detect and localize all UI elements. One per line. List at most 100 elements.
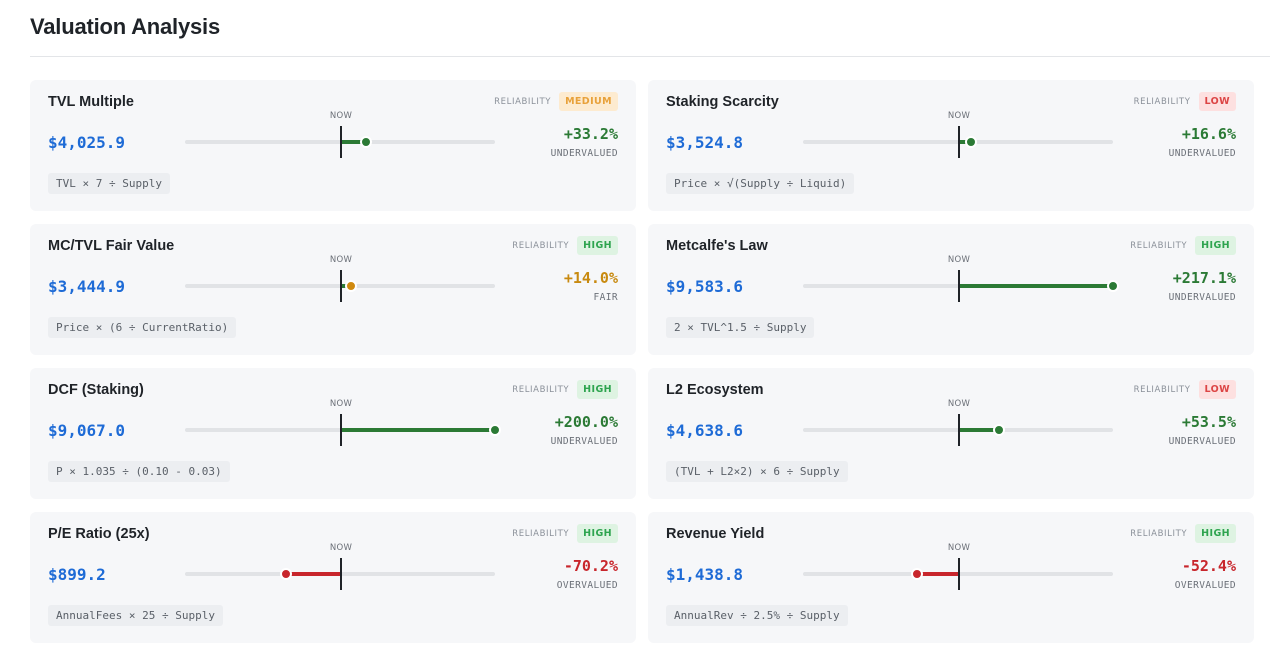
card-title: DCF (Staking) bbox=[48, 382, 144, 398]
card-title: Revenue Yield bbox=[666, 526, 765, 542]
reliability-indicator: RELIABILITY MEDIUM bbox=[494, 92, 618, 111]
change-percent: +53.5% bbox=[1181, 413, 1236, 431]
change-percent: +217.1% bbox=[1172, 269, 1236, 287]
now-label: NOW bbox=[947, 111, 971, 121]
fair-value-price: $9,583.6 bbox=[666, 277, 744, 296]
now-marker bbox=[958, 126, 960, 158]
fair-value-price: $1,438.8 bbox=[666, 565, 744, 584]
reliability-indicator: RELIABILITY HIGH bbox=[1130, 524, 1236, 543]
valuation-card: DCF (Staking) RELIABILITY HIGH $9,067.0 … bbox=[30, 368, 636, 499]
valuation-bar-fill bbox=[958, 140, 971, 144]
change-percent: +16.6% bbox=[1181, 125, 1236, 143]
valuation-card: Staking Scarcity RELIABILITY LOW $3,524.… bbox=[648, 80, 1254, 211]
now-marker bbox=[340, 558, 342, 590]
valuation-bar-fill bbox=[917, 572, 958, 576]
reliability-indicator: RELIABILITY HIGH bbox=[512, 236, 618, 255]
fair-value-price: $4,638.6 bbox=[666, 421, 744, 440]
change-percent: +14.0% bbox=[563, 269, 618, 287]
valuation-verdict: UNDERVALUED bbox=[550, 148, 618, 159]
fair-value-price: $3,444.9 bbox=[48, 277, 126, 296]
reliability-label: RELIABILITY bbox=[1133, 384, 1191, 395]
change-percent: +200.0% bbox=[554, 413, 618, 431]
valuation-dot bbox=[1107, 280, 1119, 292]
valuation-card: Metcalfe's Law RELIABILITY HIGH $9,583.6… bbox=[648, 224, 1254, 355]
valuation-card: TVL Multiple RELIABILITY MEDIUM $4,025.9… bbox=[30, 80, 636, 211]
reliability-indicator: RELIABILITY HIGH bbox=[1130, 236, 1236, 255]
valuation-verdict: UNDERVALUED bbox=[550, 436, 618, 447]
valuation-card: Revenue Yield RELIABILITY HIGH $1,438.8 … bbox=[648, 512, 1254, 643]
valuation-bar-fill bbox=[958, 428, 1000, 432]
reliability-label: RELIABILITY bbox=[1133, 96, 1191, 107]
now-marker bbox=[340, 126, 342, 158]
change-percent: +33.2% bbox=[563, 125, 618, 143]
valuation-dot bbox=[359, 136, 372, 148]
reliability-badge: HIGH bbox=[577, 524, 618, 543]
reliability-label: RELIABILITY bbox=[1130, 240, 1188, 251]
reliability-label: RELIABILITY bbox=[494, 96, 552, 107]
valuation-dot bbox=[964, 136, 977, 148]
reliability-badge: HIGH bbox=[1195, 524, 1236, 543]
fair-value-price: $899.2 bbox=[48, 565, 106, 584]
reliability-badge: HIGH bbox=[577, 380, 618, 399]
now-marker bbox=[340, 414, 342, 446]
change-percent: -70.2% bbox=[563, 557, 618, 575]
valuation-dot bbox=[911, 568, 924, 580]
formula-chip: TVL × 7 ÷ Supply bbox=[48, 173, 170, 194]
reliability-indicator: RELIABILITY LOW bbox=[1134, 380, 1236, 399]
fair-value-price: $3,524.8 bbox=[666, 133, 744, 152]
valuation-verdict: UNDERVALUED bbox=[1168, 148, 1236, 159]
valuation-card: P/E Ratio (25x) RELIABILITY HIGH $899.2 … bbox=[30, 512, 636, 643]
valuation-dot bbox=[344, 280, 357, 292]
reliability-label: RELIABILITY bbox=[1130, 528, 1188, 539]
formula-chip: Price × (6 ÷ CurrentRatio) bbox=[48, 317, 237, 338]
valuation-verdict: UNDERVALUED bbox=[1168, 436, 1236, 447]
reliability-indicator: RELIABILITY HIGH bbox=[512, 380, 618, 399]
valuation-bar-fill bbox=[958, 284, 1113, 288]
valuation-dot bbox=[279, 568, 292, 580]
formula-chip: AnnualRev ÷ 2.5% ÷ Supply bbox=[666, 605, 848, 626]
reliability-label: RELIABILITY bbox=[512, 240, 570, 251]
card-title: Metcalfe's Law bbox=[666, 238, 768, 254]
now-marker bbox=[958, 414, 960, 446]
fair-value-price: $9,067.0 bbox=[48, 421, 126, 440]
valuation-verdict: OVERVALUED bbox=[556, 580, 618, 591]
valuation-grid: TVL Multiple RELIABILITY MEDIUM $4,025.9… bbox=[30, 80, 1254, 643]
valuation-card: L2 Ecosystem RELIABILITY LOW $4,638.6 NO… bbox=[648, 368, 1254, 499]
reliability-badge: MEDIUM bbox=[559, 92, 618, 111]
now-marker bbox=[958, 558, 960, 590]
valuation-card: MC/TVL Fair Value RELIABILITY HIGH $3,44… bbox=[30, 224, 636, 355]
now-label: NOW bbox=[947, 255, 971, 265]
formula-chip: Price × √(Supply ÷ Liquid) bbox=[666, 173, 855, 194]
page-title: Valuation Analysis bbox=[30, 14, 220, 39]
valuation-verdict: OVERVALUED bbox=[1174, 580, 1236, 591]
valuation-bar-fill bbox=[340, 428, 495, 432]
card-title: Staking Scarcity bbox=[666, 94, 779, 110]
reliability-indicator: RELIABILITY HIGH bbox=[512, 524, 618, 543]
formula-chip: 2 × TVL^1.5 ÷ Supply bbox=[666, 317, 815, 338]
now-marker bbox=[958, 270, 960, 302]
card-title: L2 Ecosystem bbox=[666, 382, 764, 398]
now-label: NOW bbox=[329, 111, 353, 121]
now-label: NOW bbox=[329, 399, 353, 409]
fair-value-price: $4,025.9 bbox=[48, 133, 126, 152]
valuation-bar-fill bbox=[285, 572, 340, 576]
reliability-label: RELIABILITY bbox=[512, 384, 570, 395]
valuation-verdict: FAIR bbox=[593, 292, 618, 303]
now-label: NOW bbox=[329, 543, 353, 553]
now-label: NOW bbox=[947, 399, 971, 409]
reliability-badge: LOW bbox=[1198, 92, 1236, 111]
reliability-indicator: RELIABILITY LOW bbox=[1134, 92, 1236, 111]
now-label: NOW bbox=[329, 255, 353, 265]
now-label: NOW bbox=[947, 543, 971, 553]
now-marker bbox=[340, 270, 342, 302]
reliability-badge: HIGH bbox=[1195, 236, 1236, 255]
reliability-badge: LOW bbox=[1198, 380, 1236, 399]
reliability-label: RELIABILITY bbox=[512, 528, 570, 539]
valuation-dot bbox=[993, 424, 1006, 436]
title-divider bbox=[30, 56, 1270, 57]
formula-chip: P × 1.035 ÷ (0.10 - 0.03) bbox=[48, 461, 230, 482]
card-title: TVL Multiple bbox=[48, 94, 134, 110]
card-title: MC/TVL Fair Value bbox=[48, 238, 175, 254]
valuation-bar-fill bbox=[340, 140, 366, 144]
card-title: P/E Ratio (25x) bbox=[48, 526, 150, 542]
